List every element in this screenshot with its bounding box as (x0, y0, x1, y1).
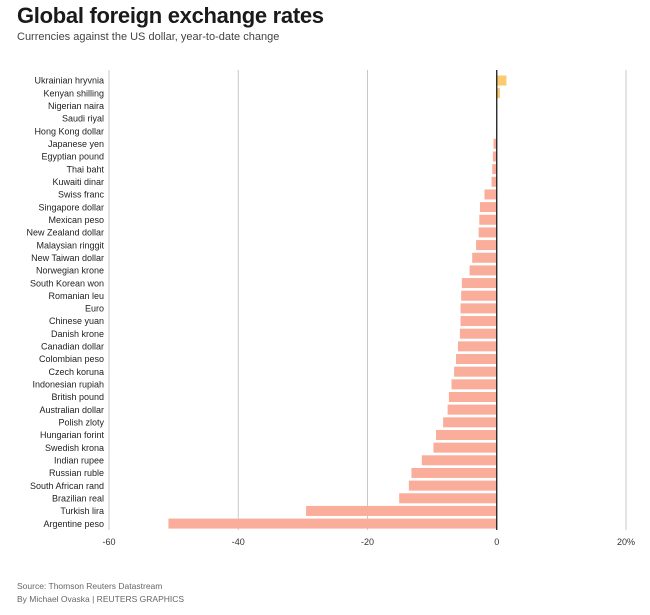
bar (491, 176, 497, 187)
category-label: Australian dollar (39, 405, 104, 415)
category-label: Ukrainian hryvnia (34, 76, 104, 86)
category-label: Euro (85, 304, 104, 314)
category-label: South Korean won (30, 278, 104, 288)
category-label: Canadian dollar (41, 342, 104, 352)
category-label: Turkish lira (60, 506, 104, 516)
bar-chart: Ukrainian hryvnia Kenyan shilling Nigerian… (26, 70, 635, 547)
bar (168, 518, 497, 529)
category-label: Egyptian pound (41, 152, 104, 162)
bar (492, 164, 497, 175)
chart-subtitle: Currencies against the US dollar, year-t… (17, 31, 280, 43)
bar (478, 227, 497, 238)
bar (443, 417, 497, 428)
category-label: Swedish krona (45, 443, 104, 453)
category-label: Japanese yen (48, 139, 104, 149)
category-label: Romanian leu (48, 291, 104, 301)
category-label: British pound (51, 392, 104, 402)
bar (496, 88, 500, 99)
category-label: Chinese yuan (49, 316, 104, 326)
bar (479, 214, 497, 225)
bar (460, 303, 497, 314)
category-label: Swiss franc (58, 190, 105, 200)
bar (460, 316, 497, 327)
bar (447, 404, 497, 415)
category-label: Hungarian forint (40, 430, 105, 440)
x-tick-label: -60 (102, 537, 115, 547)
category-label: New Taiwan dollar (31, 253, 104, 263)
bar (399, 493, 497, 504)
source-note: Source: Thomson Reuters Datastream (17, 581, 163, 591)
bar (448, 392, 497, 402)
category-label: Brazilian real (52, 493, 104, 503)
grid-lines (108, 70, 627, 530)
bar (306, 505, 497, 516)
credit-note: By Michael Ovaska | REUTERS GRAPHICS (17, 594, 185, 604)
bar (459, 328, 497, 339)
bar (436, 429, 497, 440)
category-label: Kenyan shilling (43, 88, 104, 98)
category-label: Indian rupee (54, 456, 104, 466)
category-label: Polish zloty (58, 418, 104, 428)
category-label: Hong Kong dollar (34, 126, 104, 136)
category-label: Nigerian naira (48, 101, 104, 111)
category-label: Russian ruble (49, 468, 104, 478)
bar (456, 354, 497, 365)
category-label: Colombian peso (39, 354, 104, 364)
category-label: Czech koruna (48, 367, 104, 377)
bar (484, 189, 497, 200)
x-tick-label: 20% (617, 537, 635, 547)
category-label: Thai baht (66, 164, 104, 174)
bar (411, 467, 497, 478)
category-label: Saudi riyal (62, 114, 104, 124)
category-label: South African rand (30, 481, 104, 491)
bar (476, 240, 497, 251)
bar (461, 290, 497, 301)
category-label: Mexican peso (48, 215, 104, 225)
bars (168, 75, 507, 529)
bar (408, 480, 497, 491)
category-label: Argentine peso (43, 519, 104, 529)
x-tick-label: -40 (232, 537, 245, 547)
bar (472, 252, 497, 263)
category-label: Norwegian krone (36, 266, 104, 276)
x-axis-ticks: -60 -40 -20 0 20% (102, 537, 635, 547)
category-label: Danish krone (51, 329, 104, 339)
bar (451, 379, 497, 390)
category-label: Singapore dollar (38, 202, 104, 212)
category-label: Malaysian ringgit (36, 240, 104, 250)
category-labels: Ukrainian hryvnia Kenyan shilling Nigerian… (26, 76, 104, 529)
x-tick-label: 0 (494, 537, 499, 547)
category-label: Indonesian rupiah (32, 380, 104, 390)
category-label: New Zealand dollar (26, 228, 104, 238)
bar (461, 278, 497, 289)
bar (433, 442, 497, 453)
bar (492, 151, 497, 162)
bar (479, 202, 497, 213)
bar (421, 455, 497, 466)
bar (496, 75, 507, 86)
category-label: Kuwaiti dinar (52, 177, 104, 187)
x-tick-label: -20 (361, 537, 374, 547)
bar (469, 265, 497, 276)
bar (493, 138, 497, 149)
bar (457, 341, 497, 352)
chart-title: Global foreign exchange rates (17, 3, 324, 28)
bar (454, 366, 497, 377)
